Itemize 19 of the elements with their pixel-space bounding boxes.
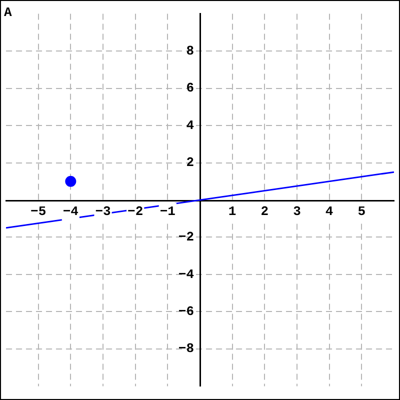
y-tick-label: 4	[186, 118, 194, 133]
x-tick-label: 4	[325, 204, 334, 220]
x-tick-label: −3	[95, 204, 111, 220]
x-tick-label: −1	[160, 204, 176, 220]
x-tick-label: −5	[30, 204, 46, 220]
y-tick-label: −2	[178, 230, 194, 245]
x-tick-label: 2	[260, 204, 269, 220]
annotation: A	[4, 4, 12, 20]
y-tick-label: −4	[178, 266, 194, 282]
y-tick-label: 8	[186, 43, 194, 58]
y-tick-label: −8	[178, 341, 194, 356]
x-tick-label: −2	[128, 204, 144, 220]
y-tick-label: 2	[186, 155, 194, 170]
x-tick-label: 3	[293, 204, 302, 220]
x-tick-label: 5	[358, 204, 366, 220]
y-tick-label: 6	[186, 80, 194, 96]
x-tick-label: −4	[62, 204, 79, 220]
x-tick-label: 1	[228, 204, 236, 220]
y-tick-label: −6	[178, 304, 194, 319]
